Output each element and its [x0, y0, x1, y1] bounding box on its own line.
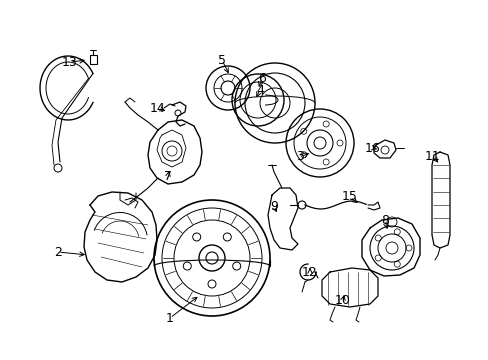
Text: 16: 16	[365, 141, 380, 154]
Text: 15: 15	[342, 190, 357, 203]
Text: 11: 11	[424, 149, 440, 162]
Text: 13: 13	[62, 55, 78, 68]
Text: 3: 3	[295, 150, 304, 163]
Text: 14: 14	[150, 102, 165, 114]
Text: 7: 7	[163, 170, 172, 183]
Text: 8: 8	[380, 213, 388, 226]
Text: 4: 4	[256, 84, 264, 96]
Text: 12: 12	[302, 266, 317, 279]
Text: 5: 5	[218, 54, 225, 67]
Text: 10: 10	[334, 293, 350, 306]
Text: 2: 2	[54, 246, 62, 258]
Text: 9: 9	[269, 199, 277, 212]
Text: 1: 1	[166, 311, 174, 324]
Bar	[90, 55, 97, 64]
Text: 6: 6	[258, 72, 265, 85]
